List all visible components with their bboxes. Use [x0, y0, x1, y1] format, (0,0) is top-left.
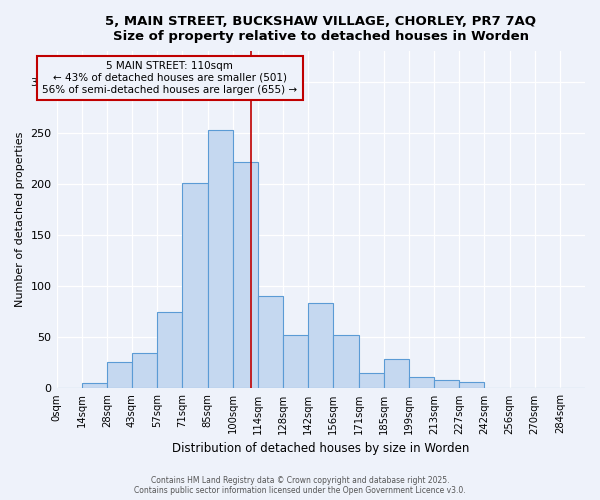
Bar: [182, 183, 208, 388]
Bar: [359, 373, 383, 388]
Bar: [107, 362, 132, 388]
Text: Contains HM Land Registry data © Crown copyright and database right 2025.
Contai: Contains HM Land Registry data © Crown c…: [134, 476, 466, 495]
Bar: [459, 382, 484, 388]
Bar: [258, 296, 283, 388]
Bar: [334, 336, 359, 388]
Bar: [233, 162, 258, 388]
Text: 5 MAIN STREET: 110sqm
← 43% of detached houses are smaller (501)
56% of semi-det: 5 MAIN STREET: 110sqm ← 43% of detached …: [42, 62, 298, 94]
Bar: [308, 302, 334, 388]
Title: 5, MAIN STREET, BUCKSHAW VILLAGE, CHORLEY, PR7 7AQ
Size of property relative to : 5, MAIN STREET, BUCKSHAW VILLAGE, CHORLE…: [105, 15, 536, 43]
Bar: [434, 380, 459, 388]
Bar: [409, 377, 434, 388]
X-axis label: Distribution of detached houses by size in Worden: Distribution of detached houses by size …: [172, 442, 469, 455]
Bar: [82, 384, 107, 388]
Bar: [208, 130, 233, 388]
Bar: [157, 312, 182, 388]
Bar: [383, 359, 409, 388]
Y-axis label: Number of detached properties: Number of detached properties: [15, 132, 25, 308]
Bar: [132, 352, 157, 388]
Bar: [283, 336, 308, 388]
